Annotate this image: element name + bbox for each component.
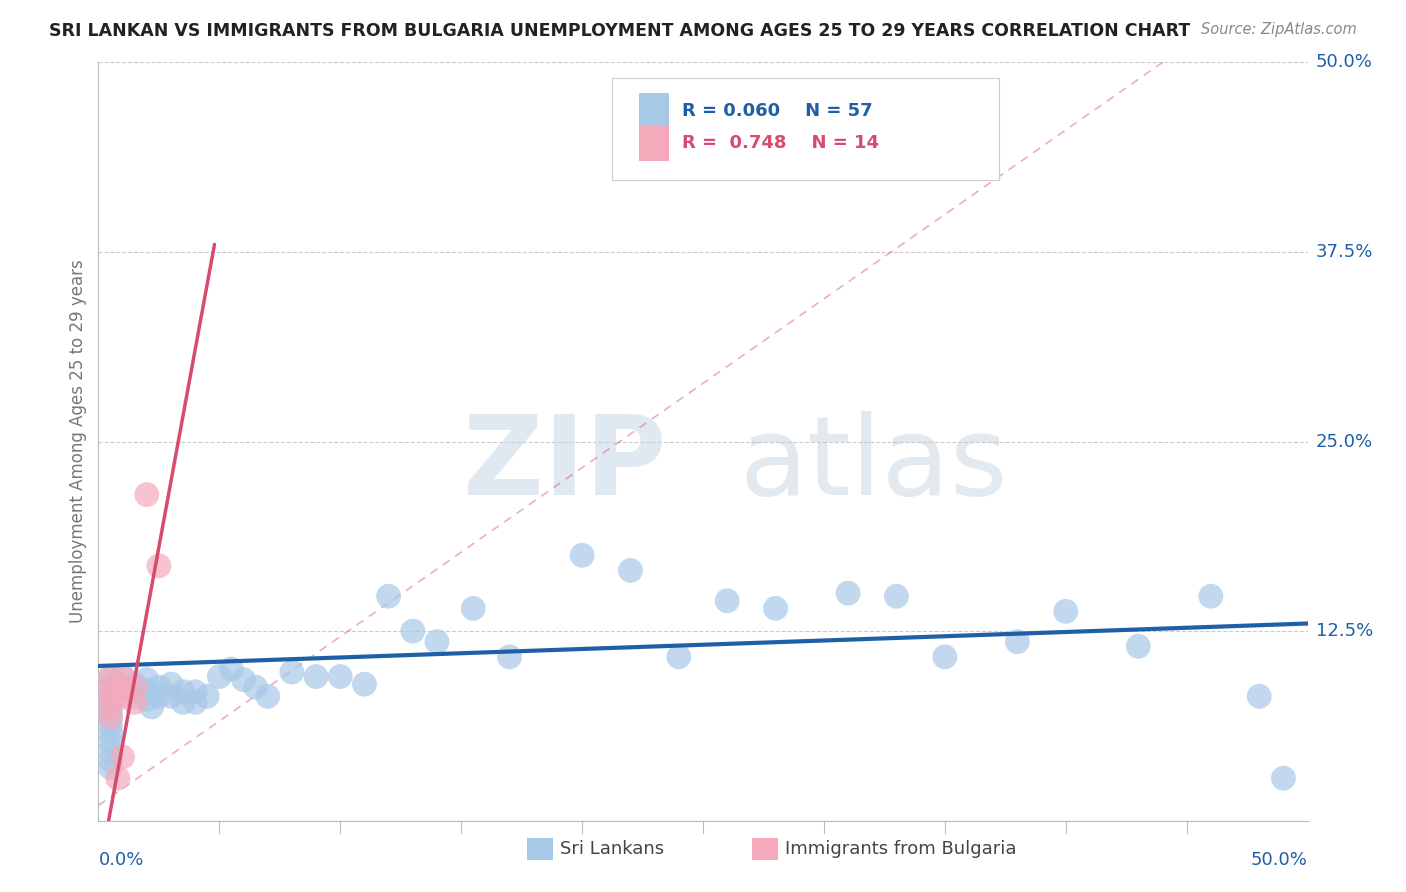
Point — [111, 750, 134, 764]
Point — [100, 744, 122, 758]
Point — [245, 680, 267, 694]
Point — [934, 649, 956, 664]
Point — [353, 677, 375, 691]
Point — [160, 677, 183, 691]
Point — [305, 669, 328, 683]
Point — [111, 680, 134, 694]
Point — [100, 669, 122, 683]
Point — [463, 601, 485, 615]
Point — [148, 558, 170, 573]
Point — [571, 548, 593, 563]
Point — [256, 690, 278, 704]
Point — [141, 699, 163, 714]
Text: 50.0%: 50.0% — [1316, 54, 1372, 71]
FancyBboxPatch shape — [638, 125, 669, 161]
Point — [148, 680, 170, 694]
Point — [184, 685, 207, 699]
Y-axis label: Unemployment Among Ages 25 to 29 years: Unemployment Among Ages 25 to 29 years — [69, 260, 87, 624]
Point — [100, 718, 122, 732]
Text: atlas: atlas — [740, 411, 1008, 517]
Point — [728, 146, 751, 161]
Point — [172, 685, 194, 699]
Point — [1199, 589, 1222, 603]
Text: Source: ZipAtlas.com: Source: ZipAtlas.com — [1201, 22, 1357, 37]
Text: R = 0.060    N = 57: R = 0.060 N = 57 — [682, 102, 873, 120]
Point — [765, 601, 787, 615]
Text: 50.0%: 50.0% — [1251, 851, 1308, 869]
Point — [100, 695, 122, 709]
Point — [100, 710, 122, 724]
Point — [100, 735, 122, 749]
Point — [135, 683, 157, 698]
FancyBboxPatch shape — [613, 78, 1000, 180]
Point — [426, 634, 449, 648]
Point — [100, 690, 122, 704]
Text: 12.5%: 12.5% — [1316, 622, 1374, 640]
Point — [100, 710, 122, 724]
Point — [208, 669, 231, 683]
Text: Sri Lankans: Sri Lankans — [560, 840, 664, 858]
Point — [124, 690, 146, 704]
Point — [111, 669, 134, 683]
Point — [172, 695, 194, 709]
Point — [184, 695, 207, 709]
Point — [100, 680, 122, 694]
Point — [107, 771, 129, 785]
Point — [100, 760, 122, 774]
Point — [716, 594, 738, 608]
Point — [135, 673, 157, 687]
Point — [135, 692, 157, 706]
Point — [498, 649, 520, 664]
Point — [100, 699, 122, 714]
Point — [837, 586, 859, 600]
Point — [377, 589, 399, 603]
Point — [221, 662, 243, 676]
Point — [100, 690, 122, 704]
Point — [148, 690, 170, 704]
Point — [668, 649, 690, 664]
Point — [1128, 639, 1150, 653]
Text: 0.0%: 0.0% — [98, 851, 143, 869]
Point — [281, 665, 304, 679]
Text: SRI LANKAN VS IMMIGRANTS FROM BULGARIA UNEMPLOYMENT AMONG AGES 25 TO 29 YEARS CO: SRI LANKAN VS IMMIGRANTS FROM BULGARIA U… — [49, 22, 1191, 40]
Text: R =  0.748    N = 14: R = 0.748 N = 14 — [682, 134, 879, 152]
Point — [111, 680, 134, 694]
FancyBboxPatch shape — [638, 93, 669, 129]
Point — [195, 690, 218, 704]
Point — [124, 695, 146, 709]
Point — [1054, 604, 1077, 618]
Point — [100, 669, 122, 683]
Point — [1249, 690, 1271, 704]
Point — [111, 669, 134, 683]
Point — [329, 669, 352, 683]
Point — [100, 725, 122, 739]
Point — [232, 673, 254, 687]
Point — [100, 680, 122, 694]
Point — [619, 564, 641, 578]
Point — [100, 703, 122, 717]
Point — [124, 680, 146, 694]
Point — [1272, 771, 1295, 785]
Text: ZIP: ZIP — [464, 411, 666, 517]
Point — [100, 753, 122, 767]
Text: Immigrants from Bulgaria: Immigrants from Bulgaria — [785, 840, 1017, 858]
Point — [160, 690, 183, 704]
Point — [1007, 634, 1029, 648]
Point — [124, 677, 146, 691]
Point — [886, 589, 908, 603]
Text: 37.5%: 37.5% — [1316, 243, 1374, 261]
Point — [402, 624, 425, 639]
Text: 25.0%: 25.0% — [1316, 433, 1374, 450]
Point — [135, 487, 157, 501]
Point — [111, 690, 134, 704]
